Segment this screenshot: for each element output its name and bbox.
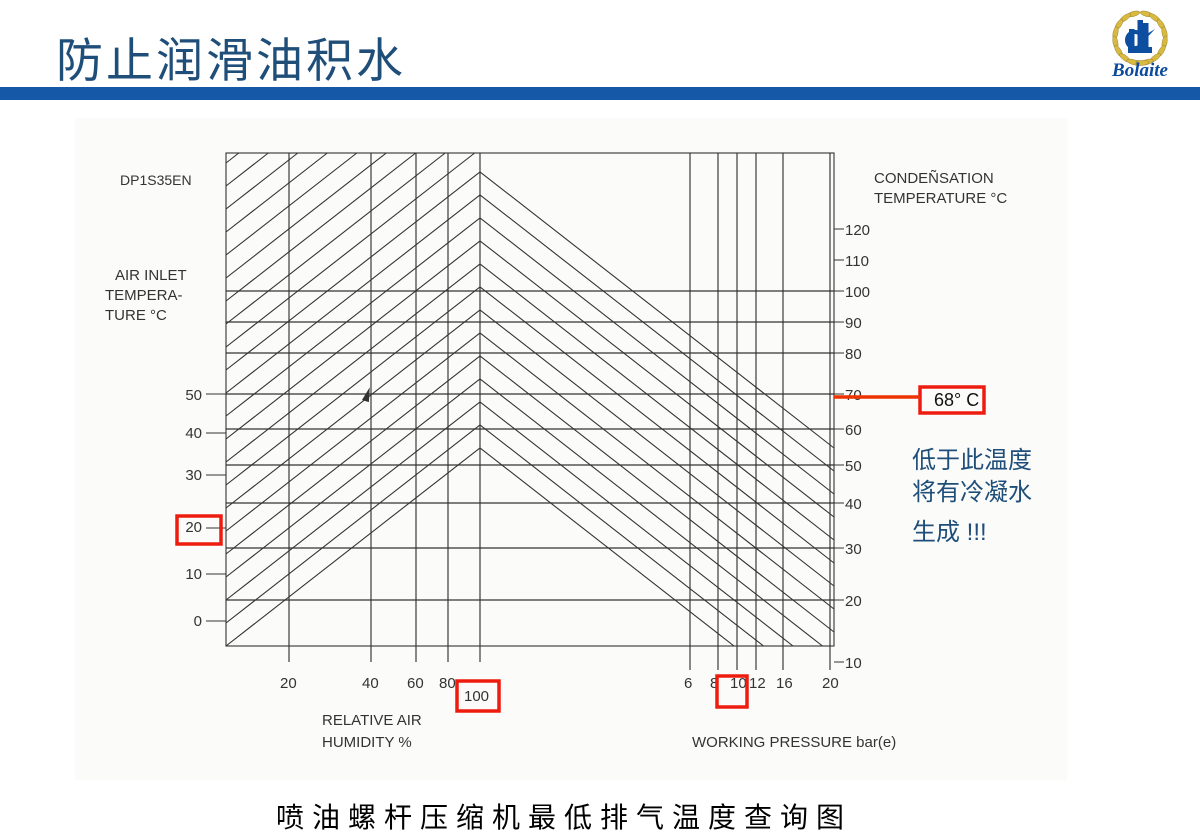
svg-text:生成 !!!: 生成 !!! — [912, 519, 987, 546]
svg-text:RELATIVE AIR: RELATIVE AIR — [322, 712, 422, 729]
svg-text:30: 30 — [185, 467, 202, 484]
svg-text:80: 80 — [845, 346, 862, 363]
svg-text:6: 6 — [684, 675, 692, 692]
svg-text:100: 100 — [464, 688, 489, 705]
svg-text:40: 40 — [362, 675, 379, 692]
svg-text:68° C: 68° C — [934, 390, 979, 410]
svg-text:50: 50 — [845, 458, 862, 475]
svg-text:0: 0 — [194, 613, 202, 630]
svg-text:40: 40 — [185, 425, 202, 442]
svg-text:TEMPERA-: TEMPERA- — [105, 287, 183, 304]
svg-text:AIR INLET: AIR INLET — [115, 267, 187, 284]
svg-text:60: 60 — [845, 422, 862, 439]
svg-text:20: 20 — [845, 593, 862, 610]
svg-text:20: 20 — [280, 675, 297, 692]
svg-text:低于此温度: 低于此温度 — [912, 447, 1032, 474]
svg-text:60: 60 — [407, 675, 424, 692]
svg-text:WORKING PRESSURE bar(e): WORKING PRESSURE bar(e) — [692, 734, 896, 751]
svg-text:30: 30 — [845, 541, 862, 558]
svg-text:100: 100 — [845, 284, 870, 301]
svg-text:120: 120 — [845, 222, 870, 239]
svg-text:50: 50 — [185, 387, 202, 404]
svg-text:80: 80 — [439, 675, 456, 692]
svg-text:40: 40 — [845, 496, 862, 513]
svg-text:TURE °C: TURE °C — [105, 307, 167, 324]
svg-text:16: 16 — [776, 675, 793, 692]
svg-text:10: 10 — [845, 655, 862, 672]
svg-text:110: 110 — [845, 253, 869, 270]
svg-text:10: 10 — [185, 566, 202, 583]
svg-text:20: 20 — [185, 519, 202, 536]
svg-text:DP1S35EN: DP1S35EN — [120, 172, 192, 188]
svg-text:TEMPERATURE °C: TEMPERATURE °C — [874, 190, 1007, 207]
svg-text:12: 12 — [749, 675, 766, 692]
svg-text:90: 90 — [845, 315, 862, 332]
svg-text:20: 20 — [822, 675, 839, 692]
svg-text:将有冷凝水: 将有冷凝水 — [912, 479, 1032, 506]
svg-text:CONDEÑSATION: CONDEÑSATION — [874, 170, 994, 187]
svg-text:HUMIDITY %: HUMIDITY % — [322, 734, 412, 751]
